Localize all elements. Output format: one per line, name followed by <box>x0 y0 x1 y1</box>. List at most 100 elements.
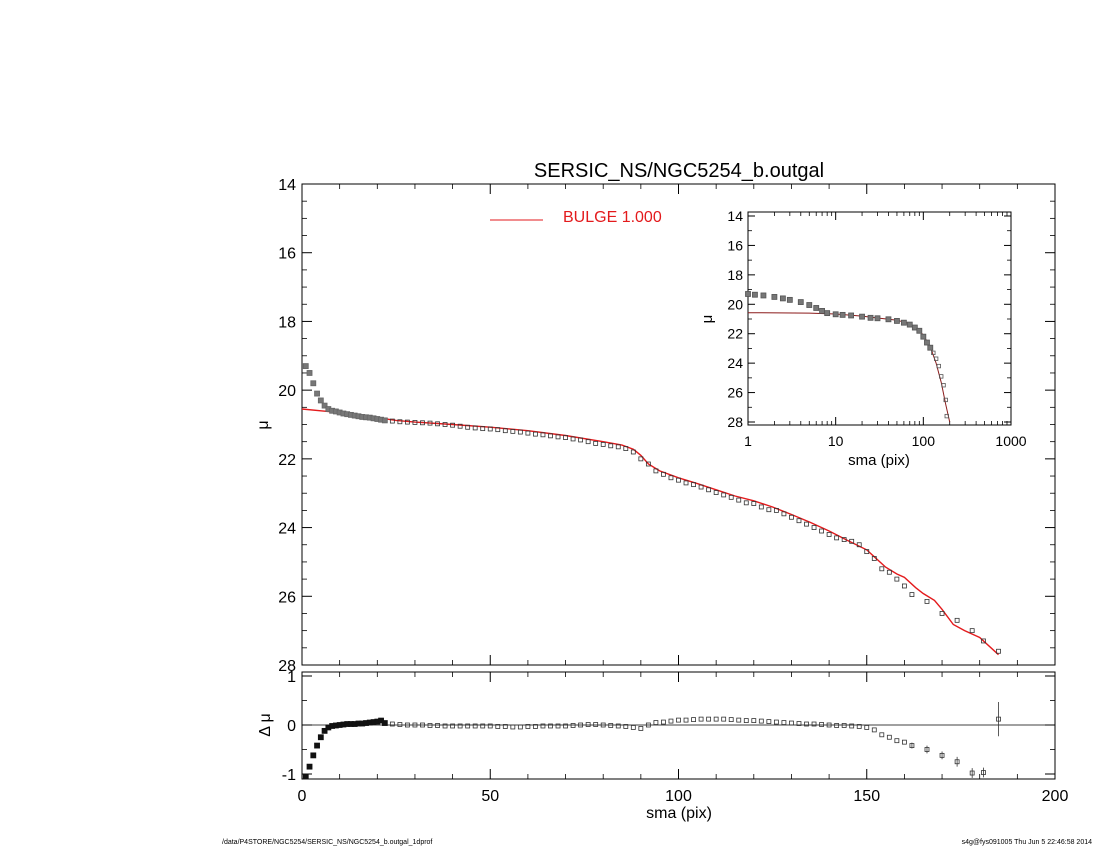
data-point <box>736 497 742 503</box>
residual-point <box>563 723 568 729</box>
data-point <box>593 440 599 446</box>
residual-point <box>615 723 621 729</box>
residual-point <box>623 724 629 729</box>
residual-y-tick-labels: -1 0 1 <box>282 669 296 784</box>
data-point <box>615 444 621 450</box>
data-point <box>758 504 764 510</box>
data-point <box>683 480 689 486</box>
data-point <box>502 428 508 434</box>
data-point <box>465 424 471 430</box>
residual-point <box>585 722 591 727</box>
residual-point <box>661 719 666 725</box>
residual-point <box>533 724 538 729</box>
inset-y-tick-label: 16 <box>727 237 743 253</box>
residual-y-tick-label: 1 <box>287 669 296 686</box>
inset-y-tick-label: 26 <box>727 385 743 401</box>
data-point <box>849 538 855 544</box>
residual-point <box>317 734 324 741</box>
data-point <box>540 432 546 438</box>
inset-data-point <box>771 294 778 300</box>
data-point <box>510 428 516 434</box>
data-point <box>585 439 591 445</box>
data-point <box>412 420 418 425</box>
residual-point <box>886 734 892 740</box>
data-point <box>427 420 433 426</box>
data-point <box>570 436 576 442</box>
residual-point <box>871 727 877 733</box>
data-point <box>608 443 614 449</box>
residual-point <box>555 723 561 729</box>
inset-data-point <box>819 308 825 314</box>
data-point <box>653 468 659 474</box>
data-point <box>879 566 885 572</box>
main-y-axis-label: μ <box>255 420 272 429</box>
data-point <box>766 507 772 513</box>
inset-data-point <box>936 363 941 369</box>
inset-y-tick-labels: 14 16 18 20 22 24 26 28 <box>727 208 743 430</box>
inset-data-point <box>779 295 786 302</box>
residual-point <box>766 719 772 724</box>
residual-x-axis-label: sma (pix) <box>646 805 712 822</box>
data-point <box>781 511 787 517</box>
plot-title: SERSIC_NS/NGC5254_b.outgal <box>534 160 824 182</box>
inset-ticks <box>747 212 1012 425</box>
inset-data-point <box>931 350 936 355</box>
inset-data-point <box>916 327 923 334</box>
data-point <box>405 419 410 425</box>
inset-data-point <box>786 296 793 303</box>
residual-y-axis-label: Δ μ <box>257 713 274 736</box>
data-point <box>389 418 395 424</box>
main-y-tick-label: 22 <box>278 452 296 469</box>
data-point <box>623 446 629 451</box>
legend-label-bulge: BULGE 1.000 <box>563 209 662 226</box>
inset-data-point <box>927 344 934 351</box>
residual-point <box>435 723 440 728</box>
data-point <box>894 576 900 582</box>
inset-data-point <box>760 292 767 299</box>
residual-x-tick-label: 200 <box>1042 788 1069 805</box>
residual-point <box>981 770 986 775</box>
residual-point <box>751 718 757 723</box>
data-point <box>721 492 727 498</box>
data-point <box>525 430 531 436</box>
residual-point <box>728 717 734 723</box>
main-plot-panel: 14 16 18 20 22 24 26 28 μ BULGE 1.000 <box>255 177 1056 675</box>
residual-point <box>691 717 696 723</box>
residual-point <box>638 726 644 731</box>
residual-point <box>510 724 516 730</box>
inset-data-point <box>806 302 813 308</box>
inset-data-point <box>839 311 846 318</box>
data-point <box>645 461 651 467</box>
residual-point <box>849 723 855 729</box>
residual-point <box>804 721 809 727</box>
residual-y-tick-label: -1 <box>282 767 296 784</box>
residual-point <box>306 763 313 770</box>
main-y-tick-labels: 14 16 18 20 22 24 26 28 <box>278 177 296 675</box>
data-point <box>310 380 317 387</box>
data-point <box>487 426 493 432</box>
residual-point <box>420 722 425 728</box>
residual-point <box>902 739 907 745</box>
residual-x-tick-label: 100 <box>665 788 692 805</box>
inset-y-tick-label: 22 <box>727 326 743 342</box>
data-point <box>909 592 915 597</box>
inset-data-point <box>832 311 839 318</box>
residual-point <box>593 722 599 727</box>
residual-point <box>450 723 456 729</box>
data-point <box>450 422 456 428</box>
data-point <box>517 429 523 435</box>
data-point <box>314 390 320 397</box>
main-y-tick-label: 16 <box>278 246 296 263</box>
residual-point <box>811 721 817 727</box>
data-point <box>981 638 986 644</box>
inset-x-tick-label: 1 <box>744 433 752 449</box>
data-point <box>638 456 644 462</box>
data-point <box>676 477 681 483</box>
data-point <box>796 518 802 524</box>
data-point <box>743 500 749 506</box>
data-point <box>668 475 674 481</box>
residual-point <box>834 723 840 728</box>
data-point <box>706 487 712 493</box>
data-point <box>495 427 501 433</box>
